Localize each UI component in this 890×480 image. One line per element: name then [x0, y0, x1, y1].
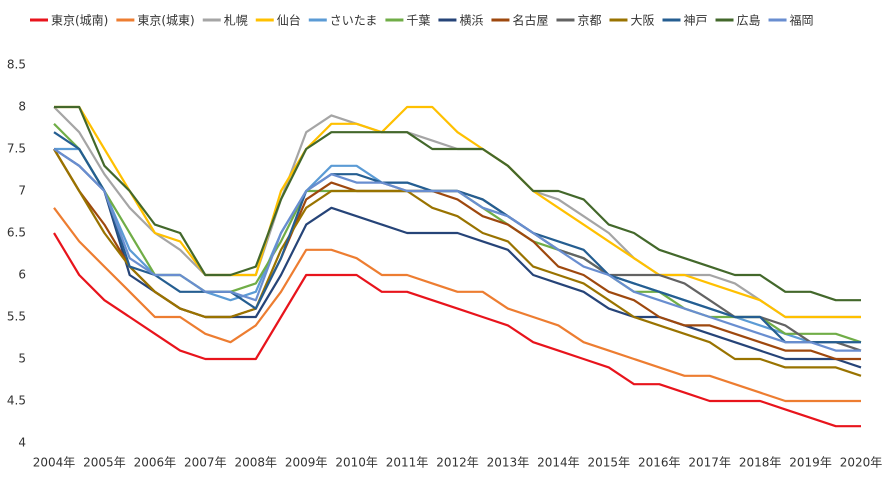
legend-label: 千葉 [406, 14, 430, 28]
legend-label: 横浜 [459, 14, 483, 28]
y-tick-label: 7 [18, 184, 26, 198]
series-line [53, 148, 862, 377]
y-tick-label: 8.5 [7, 58, 26, 72]
legend-label: 名古屋 [512, 13, 548, 28]
y-tick-label: 8 [18, 100, 26, 114]
legend-label: 京都 [577, 14, 601, 28]
y-tick-label: 7.5 [7, 142, 26, 156]
series-line [53, 207, 861, 403]
series-line [53, 106, 861, 319]
x-tick-label: 2006年 [134, 456, 177, 470]
y-tick-label: 5 [18, 352, 26, 366]
y-tick-label: 6.5 [7, 226, 26, 240]
legend-label: 東京(城東) [137, 14, 194, 28]
x-tick-label: 2016年 [638, 456, 681, 470]
series-line [53, 232, 861, 428]
x-tick-label: 2005年 [83, 456, 126, 470]
x-tick-label: 2019年 [789, 456, 832, 470]
legend-label: 東京(城南) [51, 13, 108, 28]
legend-label: 神戸 [684, 14, 708, 28]
y-tick-label: 4 [18, 436, 26, 450]
legend-label: 札幌 [224, 13, 248, 28]
series-line [53, 131, 861, 344]
x-tick-label: 2015年 [588, 456, 631, 470]
series-line [54, 105, 861, 302]
legend-label: 大阪 [630, 14, 654, 28]
y-tick-label: 4.5 [7, 394, 26, 408]
y-tick-label: 5.5 [7, 310, 26, 324]
x-tick-label: 2008年 [234, 456, 277, 470]
series-line [381, 181, 862, 352]
legend-label: 仙台 [277, 13, 301, 28]
x-tick-label: 2020年 [840, 456, 883, 470]
x-tick-label: 2011年 [386, 456, 429, 470]
x-tick-label: 2004年 [33, 456, 76, 470]
series-line [53, 148, 861, 352]
legend-label: 広島 [737, 13, 761, 28]
x-tick-label: 2010年 [335, 456, 378, 470]
x-tick-label: 2014年 [537, 456, 580, 470]
legend-label: さいたま [330, 14, 378, 28]
x-tick-label: 2013年 [487, 456, 530, 470]
x-tick-label: 2012年 [436, 456, 479, 470]
legend-label: 福岡 [790, 13, 814, 28]
x-tick-label: 2018年 [739, 456, 782, 470]
y-tick-label: 6 [18, 268, 26, 282]
x-tick-label: 2007年 [184, 456, 227, 470]
x-tick-label: 2017年 [688, 456, 731, 470]
series-line [54, 105, 861, 319]
x-tick-label: 2009年 [285, 456, 328, 470]
